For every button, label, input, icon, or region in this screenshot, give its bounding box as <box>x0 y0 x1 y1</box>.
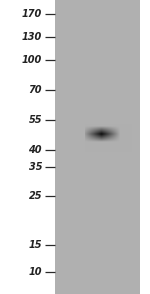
Bar <box>55 0 140 294</box>
Text: 55: 55 <box>28 115 42 125</box>
Bar <box>140 0 150 294</box>
Text: 170: 170 <box>22 9 42 19</box>
Text: 25: 25 <box>28 191 42 201</box>
Text: 35: 35 <box>28 162 42 172</box>
Text: 10: 10 <box>28 267 42 277</box>
Text: 130: 130 <box>22 32 42 42</box>
Text: 15: 15 <box>28 240 42 250</box>
Bar <box>0 0 55 294</box>
Text: 100: 100 <box>22 55 42 65</box>
Text: 40: 40 <box>28 145 42 155</box>
Text: 70: 70 <box>28 85 42 95</box>
